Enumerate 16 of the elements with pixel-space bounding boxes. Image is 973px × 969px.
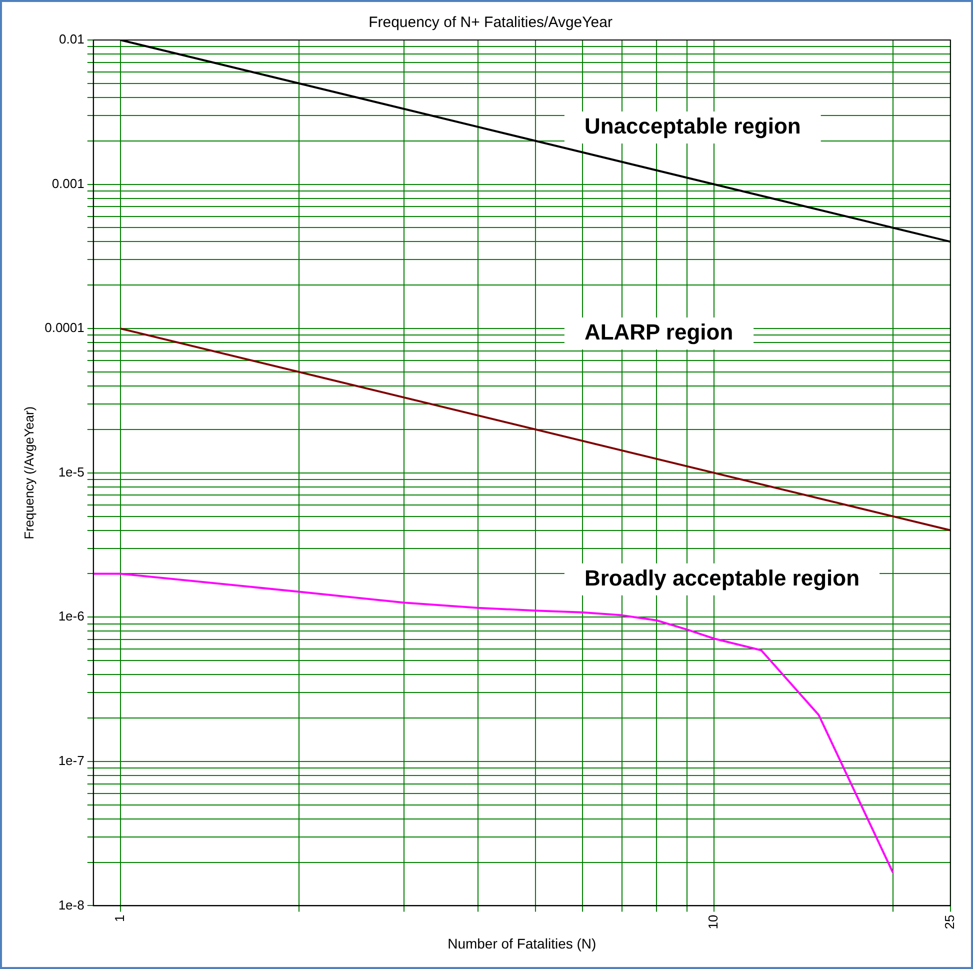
annotation: ALARP region <box>584 320 734 345</box>
y-axis-title: Frequency (/AvgeYear) <box>21 406 36 540</box>
x-axis-title: Number of Fatalities (N) <box>448 935 596 952</box>
annotation: Unacceptable region <box>584 114 801 138</box>
x-tick-label: 1 <box>112 914 128 922</box>
y-tick-label: 0.01 <box>59 32 84 47</box>
y-tick-label: 1e-6 <box>58 608 84 624</box>
y-tick-label: 0.001 <box>52 176 84 191</box>
y-tick-label: 1e-5 <box>58 464 84 480</box>
y-tick-label: 0.0001 <box>44 320 84 336</box>
chart-title: Frequency of N+ Fatalities/AvgeYear <box>368 14 612 32</box>
y-tick-label: 1e-7 <box>58 753 84 768</box>
x-tick-label: 25 <box>942 914 957 930</box>
annotation: Broadly acceptable region <box>584 565 860 590</box>
y-tick-label: 1e-8 <box>58 897 84 912</box>
x-tick-label: 10 <box>706 914 721 930</box>
